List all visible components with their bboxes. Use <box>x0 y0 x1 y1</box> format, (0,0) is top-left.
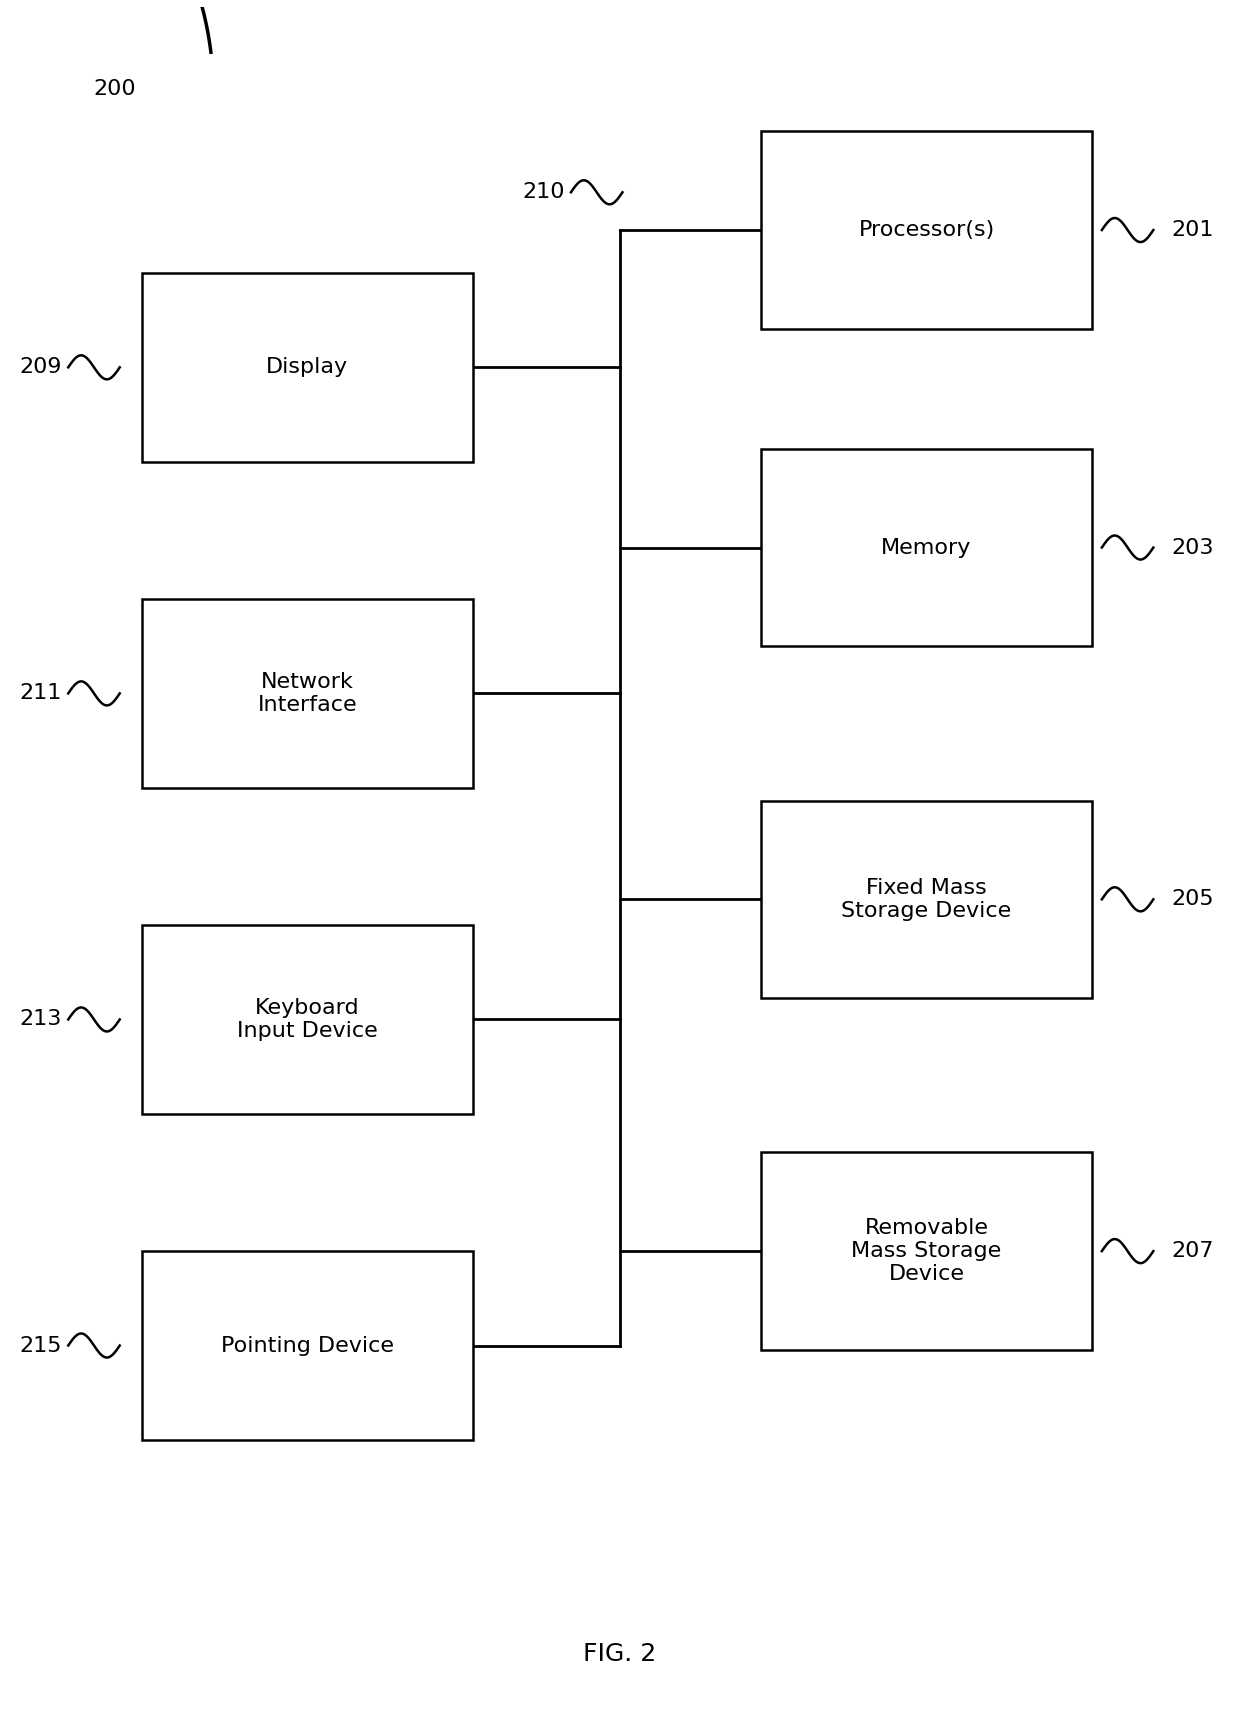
Text: Pointing Device: Pointing Device <box>221 1336 394 1356</box>
Text: 205: 205 <box>1172 889 1214 910</box>
FancyBboxPatch shape <box>761 448 1092 647</box>
Text: 200: 200 <box>93 80 135 99</box>
Text: 203: 203 <box>1172 538 1214 557</box>
Text: 201: 201 <box>1172 220 1214 240</box>
FancyBboxPatch shape <box>761 1152 1092 1349</box>
Text: 215: 215 <box>20 1336 62 1356</box>
FancyBboxPatch shape <box>761 131 1092 329</box>
FancyBboxPatch shape <box>141 1251 472 1439</box>
Text: Network
Interface: Network Interface <box>258 671 357 714</box>
FancyBboxPatch shape <box>141 599 472 787</box>
Text: 213: 213 <box>20 1009 62 1029</box>
Text: Removable
Mass Storage
Device: Removable Mass Storage Device <box>852 1218 1002 1284</box>
FancyBboxPatch shape <box>141 273 472 462</box>
Text: FIG. 2: FIG. 2 <box>583 1642 657 1666</box>
Text: 210: 210 <box>522 182 565 202</box>
Text: 211: 211 <box>20 683 62 704</box>
FancyBboxPatch shape <box>141 926 472 1114</box>
Text: Memory: Memory <box>882 538 972 557</box>
Text: Processor(s): Processor(s) <box>858 220 994 240</box>
FancyBboxPatch shape <box>761 801 1092 998</box>
Text: Fixed Mass
Storage Device: Fixed Mass Storage Device <box>842 877 1012 920</box>
Text: 209: 209 <box>20 358 62 377</box>
Text: Display: Display <box>267 358 348 377</box>
Text: 207: 207 <box>1172 1240 1214 1261</box>
Text: Keyboard
Input Device: Keyboard Input Device <box>237 998 378 1041</box>
